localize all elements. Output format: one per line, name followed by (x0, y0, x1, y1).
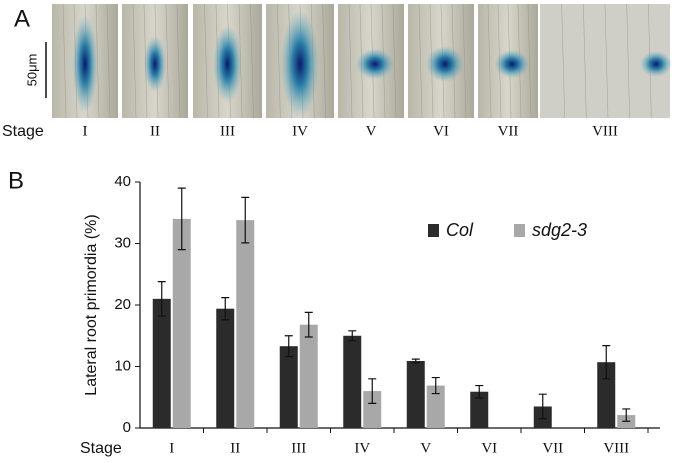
error-bar (241, 196, 250, 244)
bar (597, 362, 616, 428)
bar (343, 335, 362, 428)
bar (406, 360, 425, 428)
gus-stain (494, 49, 530, 79)
cell-file (204, 3, 208, 119)
panel-label: A (14, 5, 30, 32)
cell-file (487, 3, 492, 119)
cell-file (583, 3, 587, 119)
error-bar (431, 376, 440, 395)
stage-numeral: III (220, 123, 235, 139)
x-tick-label: IV (354, 440, 370, 456)
error-bar (221, 297, 230, 321)
cell-file (462, 3, 467, 119)
legend-label: sdg2-3 (532, 220, 587, 240)
bar (299, 324, 318, 428)
x-tick-label: VIII (603, 440, 629, 456)
error-bar (538, 393, 547, 420)
stage-numeral: IV (292, 123, 308, 139)
x-tick-label: V (420, 440, 431, 456)
cell-file (392, 3, 397, 119)
stage-numeral: I (83, 123, 88, 139)
y-tick-label: 30 (114, 234, 131, 251)
legend-swatch (428, 224, 439, 237)
gus-stain (425, 45, 465, 83)
y-tick-label: 20 (114, 296, 131, 313)
cell-file (277, 3, 281, 119)
error-bar (157, 281, 166, 317)
y-axis-label: Lateral root primordia (%) (83, 214, 100, 395)
bar (216, 308, 235, 428)
cell-file (561, 3, 565, 119)
x-tick-label: II (230, 440, 240, 456)
error-bar (622, 408, 631, 422)
error-bar (304, 311, 313, 338)
stage-label: Stage (2, 123, 44, 140)
cell-file (527, 3, 532, 119)
bar (236, 220, 255, 428)
gus-stain (143, 35, 167, 93)
error-bar (411, 358, 420, 364)
cell-file (165, 3, 170, 119)
error-bar (368, 378, 377, 404)
cell-file (62, 3, 67, 119)
gus-stain (72, 14, 98, 114)
x-tick-label: I (169, 440, 174, 456)
cell-file (604, 3, 609, 119)
y-tick-label: 40 (114, 173, 131, 190)
scale-bar-label: 50μm (24, 54, 39, 87)
error-bar (177, 187, 186, 251)
bar (152, 298, 171, 428)
cell-file (322, 3, 326, 119)
x-tick-label: VII (542, 440, 563, 456)
stage-numeral: VII (498, 123, 519, 139)
cell-file (132, 3, 137, 119)
bar (470, 391, 489, 428)
gus-stain (213, 25, 242, 103)
stage-numeral: VIII (592, 123, 618, 139)
bar (172, 218, 191, 428)
error-bar (602, 344, 611, 380)
gus-stain (640, 51, 672, 77)
error-bar (284, 335, 293, 358)
cell-file (250, 3, 254, 119)
stage-numeral: VI (433, 123, 449, 139)
cell-file (106, 3, 111, 119)
cell-file (626, 3, 630, 119)
cell-file (348, 3, 353, 119)
gus-stain (280, 9, 320, 119)
y-tick-label: 10 (114, 357, 131, 374)
error-bar (348, 330, 357, 342)
error-bar (475, 384, 484, 399)
bar (279, 346, 298, 428)
legend-label: Col (446, 220, 474, 240)
stage-numeral: V (366, 123, 377, 139)
x-tick-label: III (291, 440, 306, 456)
bar (426, 385, 445, 428)
x-tick-label: VI (481, 440, 497, 456)
y-tick-label: 0 (123, 419, 131, 436)
panel-label: B (8, 167, 24, 194)
gus-stain (355, 48, 395, 80)
bar (363, 391, 382, 428)
stage-numeral: II (150, 123, 160, 139)
x-axis-label: Stage (80, 440, 122, 457)
legend-swatch (514, 224, 525, 237)
cell-file (176, 3, 181, 119)
cell-file (418, 3, 423, 119)
